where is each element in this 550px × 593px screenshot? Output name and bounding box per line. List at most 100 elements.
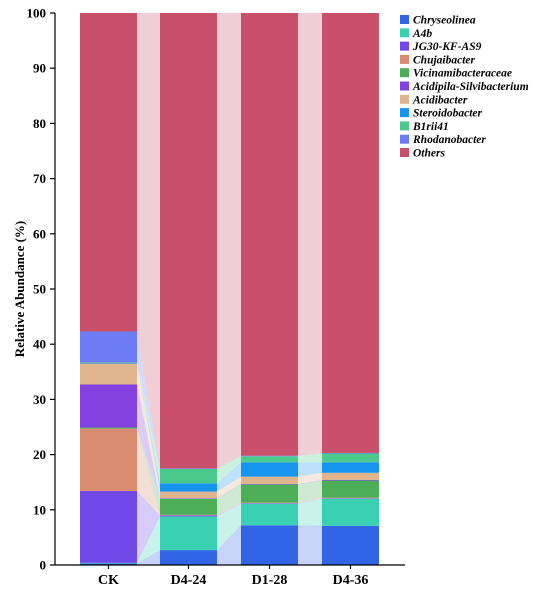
flow-band-others (137, 13, 160, 469)
bar-segment-ck-a4b (80, 562, 137, 564)
legend-swatch (400, 41, 409, 51)
legend-label: Vicinamibacteraceae (413, 68, 512, 80)
bar-segment-ck-acidipila-silvibacterium (80, 384, 137, 428)
bar-segment-ck-acidibacter (80, 363, 137, 385)
y-tick-label: 80 (33, 116, 46, 131)
flow-band-others (217, 13, 241, 469)
bar-segment-d4-24-a4b (160, 516, 217, 551)
bar-segment-d4-24-b1rii41 (160, 468, 217, 484)
flow-band-rhodanobacter (217, 455, 241, 469)
bar-segment-d4-36-others (322, 13, 379, 453)
bar-segment-d1-28-jg30-kf-as9 (241, 503, 298, 504)
legend-swatch (400, 108, 409, 118)
bar-segment-d1-28-others (241, 13, 298, 456)
y-tick-label: 40 (33, 337, 46, 352)
bar-segment-d4-36-jg30-kf-as9 (322, 498, 379, 499)
flow-band-chryseolinea (217, 525, 241, 565)
legend-label: Acidibacter (412, 94, 468, 106)
bar-segment-ck-chujaibacter (80, 428, 137, 492)
bar-segment-d1-28-b1rii41 (241, 456, 298, 463)
bar-segment-d1-28-vicinamibacteraceae (241, 484, 298, 503)
flow-band-acidipila-silvibacterium (298, 479, 322, 485)
bar-segment-d1-28-rhodanobacter (241, 455, 298, 457)
bar-segment-ck-rhodanobacter (80, 331, 137, 363)
flow-band-jg30-kf-as9 (298, 498, 322, 504)
bar-segment-d4-36-vicinamibacteraceae (322, 480, 379, 498)
y-tick-label: 60 (33, 226, 46, 241)
bar-segment-d1-28-acidibacter (241, 476, 298, 484)
bar-segment-d4-36-b1rii41 (322, 453, 379, 463)
y-tick-label: 100 (27, 6, 47, 21)
x-tick-label-d4-24: D4-24 (171, 573, 207, 588)
legend-swatch (400, 148, 409, 157)
bar-segment-d4-36-rhodanobacter (322, 452, 379, 454)
legend-swatch (400, 54, 409, 64)
legend-label: Steroidobacter (413, 108, 483, 120)
legend-swatch (400, 121, 409, 131)
bar-segment-d4-24-chujaibacter (160, 514, 217, 516)
legend-label: Chujaibacter (413, 54, 476, 66)
flow-band-steroidobacter (137, 362, 160, 492)
legend-label: Chryseolinea (413, 15, 476, 27)
y-tick-label: 20 (33, 447, 46, 462)
legend-label: Others (413, 148, 445, 160)
flow-band-chryseolinea (137, 550, 160, 565)
legend-label: Acidipila-Silvibacterium (412, 81, 529, 93)
legend-swatch (400, 15, 409, 24)
bar-segment-d4-24-acidipila-silvibacterium (160, 498, 217, 499)
legend-swatch (400, 134, 409, 144)
y-tick-label: 10 (33, 502, 46, 517)
y-tick-label: 0 (40, 558, 47, 573)
flow-band-chujaibacter (137, 428, 160, 516)
flow-band-jg30-kf-as9 (137, 491, 160, 563)
flow-band-others (298, 13, 322, 456)
flow-band-a4b (298, 498, 322, 526)
bar-segment-d1-28-steroidobacter (241, 462, 298, 477)
flow-band-steroidobacter (298, 462, 322, 477)
flow-band-b1rii41 (298, 453, 322, 463)
bar-segment-d4-24-steroidobacter (160, 483, 217, 492)
flow-band-steroidobacter (217, 462, 241, 492)
x-tick-labels: CK D4-24 D1-28 D4-36 (98, 565, 368, 588)
flow-band-acidipila-silvibacterium (137, 384, 160, 499)
legend-label: JG30-KF-AS9 (412, 41, 482, 53)
flow-band-acidibacter (298, 472, 322, 484)
bar-segment-d4-36-chryseolinea (322, 525, 379, 565)
bar-segment-ck-b1rii41 (80, 362, 137, 363)
bar-segment-d4-36-acidibacter (322, 472, 379, 480)
legend-swatch (400, 68, 409, 78)
bar-segment-d1-28-chujaibacter (241, 502, 298, 504)
y-tick-label: 50 (33, 282, 46, 297)
y-axis-title: Relative Abundance (%) (12, 221, 27, 358)
legend-label: Rhodanobacter (412, 134, 486, 146)
flow-bands (137, 13, 322, 565)
bars-group (80, 13, 379, 565)
flow-band-acidipila-silvibacterium (217, 483, 241, 499)
bar-segment-d4-24-others (160, 13, 217, 469)
bar-segment-d4-36-a4b (322, 498, 379, 526)
legend-label: A4b (412, 28, 432, 40)
bar-segment-d4-36-chujaibacter (322, 497, 379, 499)
y-ticks: 0 10 20 30 40 50 60 70 80 90 100 (27, 6, 55, 573)
bar-segment-d4-36-steroidobacter (322, 462, 379, 473)
legend-swatch (400, 28, 409, 38)
flow-band-vicinamibacteraceae (298, 480, 322, 503)
flow-band-acidibacter (137, 363, 160, 499)
bar-segment-d1-28-chryseolinea (241, 525, 298, 565)
bar-segment-ck-others (80, 13, 137, 332)
x-tick-label-ck: CK (98, 573, 119, 588)
bar-segment-d1-28-a4b (241, 503, 298, 526)
bar-segment-d4-36-acidipila-silvibacterium (322, 479, 379, 481)
flow-band-acidibacter (217, 476, 241, 499)
flow-band-rhodanobacter (137, 331, 160, 469)
flow-band-chujaibacter (298, 497, 322, 504)
flow-band-b1rii41 (137, 362, 160, 484)
flow-band-chryseolinea (298, 525, 322, 565)
flow-band-vicinamibacteraceae (137, 427, 160, 515)
y-tick-label: 30 (33, 392, 46, 407)
legend-label: B1rii41 (412, 121, 449, 133)
flow-band-a4b (217, 503, 241, 551)
bar-segment-d4-24-chryseolinea (160, 550, 217, 565)
x-tick-label-d1-28: D1-28 (252, 573, 288, 588)
